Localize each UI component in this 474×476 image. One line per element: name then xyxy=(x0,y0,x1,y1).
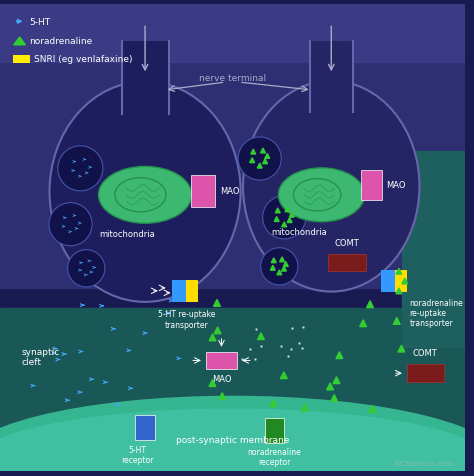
Text: noradrenaline
receptor: noradrenaline receptor xyxy=(247,447,301,466)
Polygon shape xyxy=(209,334,216,341)
Polygon shape xyxy=(257,164,262,169)
Polygon shape xyxy=(301,404,308,411)
Polygon shape xyxy=(336,352,343,359)
Polygon shape xyxy=(289,213,294,218)
Polygon shape xyxy=(257,333,264,340)
Polygon shape xyxy=(270,400,277,407)
Polygon shape xyxy=(277,270,282,275)
Bar xyxy=(135,416,155,440)
Ellipse shape xyxy=(99,167,191,224)
Polygon shape xyxy=(282,222,287,228)
Bar xyxy=(0,5,465,288)
Bar xyxy=(0,308,465,471)
Circle shape xyxy=(261,248,298,285)
Bar xyxy=(121,42,169,194)
Text: nerve terminal: nerve terminal xyxy=(199,73,266,82)
Bar xyxy=(395,271,407,292)
Polygon shape xyxy=(398,346,405,352)
Bar xyxy=(13,56,30,64)
Bar xyxy=(361,171,382,200)
Text: COMT: COMT xyxy=(413,349,438,358)
Polygon shape xyxy=(280,372,287,379)
Bar xyxy=(186,280,198,302)
Polygon shape xyxy=(251,150,255,155)
Ellipse shape xyxy=(243,82,419,292)
Text: mitochondria: mitochondria xyxy=(100,230,155,239)
Bar xyxy=(206,352,237,369)
Bar xyxy=(310,42,353,189)
Bar xyxy=(173,280,186,302)
Polygon shape xyxy=(209,380,216,387)
Bar xyxy=(0,5,465,63)
Bar xyxy=(264,418,284,443)
Bar xyxy=(191,176,215,207)
Text: 5-HT: 5-HT xyxy=(29,18,51,27)
Polygon shape xyxy=(214,327,221,334)
Polygon shape xyxy=(396,288,402,294)
Polygon shape xyxy=(280,258,284,262)
Ellipse shape xyxy=(278,169,365,222)
Polygon shape xyxy=(270,266,275,270)
Circle shape xyxy=(238,138,281,181)
Polygon shape xyxy=(250,159,255,163)
Text: 5-HT
receptor: 5-HT receptor xyxy=(121,445,154,464)
Polygon shape xyxy=(282,267,286,271)
Polygon shape xyxy=(331,395,337,402)
Ellipse shape xyxy=(49,82,241,302)
Polygon shape xyxy=(287,218,292,223)
Polygon shape xyxy=(214,300,220,307)
Polygon shape xyxy=(14,38,26,46)
Polygon shape xyxy=(360,320,366,327)
Polygon shape xyxy=(366,301,374,308)
Text: SNRI (eg venlafaxine): SNRI (eg venlafaxine) xyxy=(34,55,133,64)
Circle shape xyxy=(263,197,306,239)
Text: ©CNSforum.com: ©CNSforum.com xyxy=(393,460,453,466)
Polygon shape xyxy=(393,318,400,325)
Text: MAO: MAO xyxy=(220,187,240,196)
Text: 5-HT re-uptake
transporter: 5-HT re-uptake transporter xyxy=(157,310,215,329)
Text: MAO: MAO xyxy=(212,374,231,383)
Text: synaptic
cleft: synaptic cleft xyxy=(21,347,60,367)
Text: noradrenaline: noradrenaline xyxy=(29,37,92,46)
Bar xyxy=(381,271,395,292)
Text: noradrenaline
re-uptake
transporter: noradrenaline re-uptake transporter xyxy=(410,298,464,328)
Polygon shape xyxy=(261,149,265,154)
Polygon shape xyxy=(263,159,267,164)
Polygon shape xyxy=(285,208,290,212)
Polygon shape xyxy=(271,258,276,263)
Text: COMT: COMT xyxy=(335,238,359,247)
Text: post-synaptic membrane: post-synaptic membrane xyxy=(175,436,289,445)
Polygon shape xyxy=(219,393,226,400)
Polygon shape xyxy=(274,217,279,222)
Polygon shape xyxy=(333,377,340,384)
Ellipse shape xyxy=(0,396,474,476)
Polygon shape xyxy=(265,154,270,159)
Text: MAO: MAO xyxy=(386,180,406,189)
Polygon shape xyxy=(369,406,376,412)
Bar xyxy=(407,365,444,382)
Ellipse shape xyxy=(0,408,474,476)
Polygon shape xyxy=(275,208,280,213)
Bar xyxy=(402,151,465,347)
Polygon shape xyxy=(396,269,402,275)
Circle shape xyxy=(68,250,105,288)
Circle shape xyxy=(49,203,92,246)
Circle shape xyxy=(58,147,103,191)
Polygon shape xyxy=(283,262,288,267)
Polygon shape xyxy=(327,383,334,390)
Polygon shape xyxy=(402,278,408,284)
Text: mitochondria: mitochondria xyxy=(271,227,327,236)
Bar xyxy=(328,254,365,272)
